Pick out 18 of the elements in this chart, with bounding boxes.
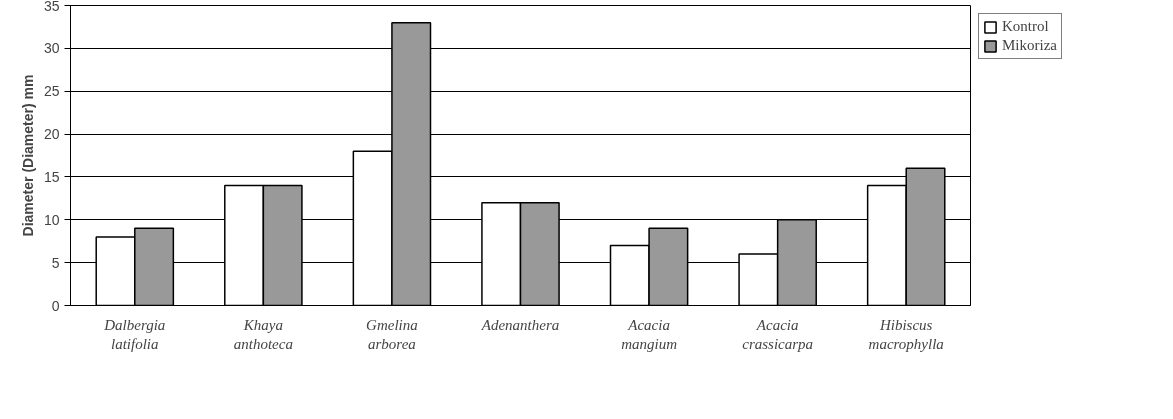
y-tick-label: 10 xyxy=(43,211,60,228)
x-tick-label: Dalbergia latifolia xyxy=(103,316,166,352)
x-tick-label: Khaya anthoteca xyxy=(233,316,293,352)
x-tick-label: Gmelina arborea xyxy=(366,316,418,352)
y-tick-label: 30 xyxy=(43,40,60,57)
x-tick-label: Acacia crassicarpa xyxy=(742,316,814,352)
y-axis-title: Diameter (Diameter) mm xyxy=(19,74,36,237)
y-tick-label: 0 xyxy=(51,297,60,314)
y-tick-label: 35 xyxy=(43,0,60,14)
y-tick-label: 15 xyxy=(43,168,60,185)
x-tick-label: Adenanthera xyxy=(480,316,560,333)
y-tick-label: 20 xyxy=(43,126,60,143)
y-tick-label: 5 xyxy=(51,254,60,271)
x-tick-label: Hibiscus macrophylla xyxy=(868,316,944,352)
legend-label: Mikoriza xyxy=(1002,37,1057,54)
x-tick-label: Acacia mangium xyxy=(621,316,678,352)
legend-label: Kontrol xyxy=(1002,18,1049,35)
y-tick-label: 25 xyxy=(43,83,60,100)
